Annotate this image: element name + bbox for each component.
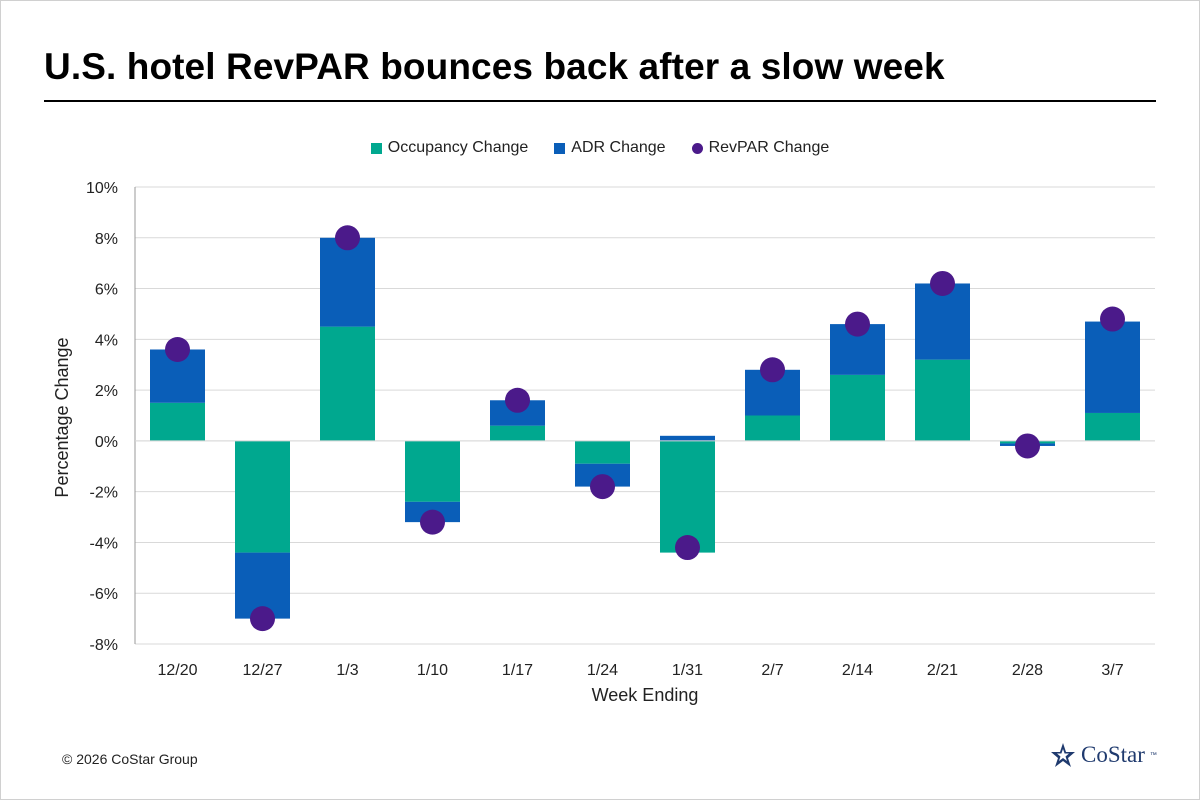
legend-label-revpar: RevPAR Change	[708, 139, 830, 156]
y-tick-label: 4%	[95, 332, 118, 349]
x-tick-label: 2/14	[842, 662, 873, 679]
legend-item-occupancy: Occupancy Change	[370, 139, 529, 157]
point-revpar	[675, 535, 700, 561]
bar-adr	[660, 435, 715, 441]
chart-title: U.S. hotel RevPAR bounces back after a s…	[44, 46, 945, 87]
bar-adr	[915, 283, 970, 360]
y-tick-label: 6%	[95, 282, 118, 299]
bar-occupancy	[490, 425, 545, 441]
point-revpar	[165, 336, 190, 362]
legend-item-revpar: RevPAR Change	[691, 139, 830, 157]
x-tick-label: 1/3	[336, 662, 358, 679]
x-tick-label: 1/31	[672, 662, 703, 679]
x-tick-label: 12/27	[242, 662, 282, 679]
legend-swatch-occupancy	[370, 142, 382, 154]
legend-item-adr: ADR Change	[554, 139, 666, 157]
logo-text: CoStar	[1081, 742, 1145, 767]
bar-adr	[320, 237, 375, 327]
bar-occupancy	[575, 440, 630, 464]
y-tick-label: 10%	[86, 180, 118, 197]
logo-trademark: ™	[1149, 751, 1157, 759]
legend-swatch-adr	[554, 142, 566, 154]
copyright: © 2026 CoStar Group	[62, 751, 198, 767]
x-tick-label: 12/20	[157, 662, 197, 679]
bar-occupancy	[915, 359, 970, 441]
bar-occupancy	[830, 374, 885, 441]
legend-label-occupancy: Occupancy Change	[387, 139, 529, 156]
y-tick-label: -4%	[90, 535, 118, 552]
legend-label-adr: ADR Change	[571, 139, 666, 156]
title-underline	[44, 100, 1156, 102]
point-revpar	[845, 311, 870, 337]
y-tick-label: 8%	[95, 231, 118, 248]
y-tick-label: -8%	[90, 637, 118, 654]
costar-star-icon	[1051, 743, 1075, 767]
x-tick-label: 1/24	[587, 662, 618, 679]
y-tick-label: -6%	[90, 586, 118, 603]
bar-occupancy	[745, 415, 800, 441]
x-tick-label: 1/10	[417, 662, 448, 679]
legend: Occupancy Change ADR Change RevPAR Chang…	[0, 139, 1200, 157]
y-tick-label: 0%	[95, 434, 118, 451]
point-revpar	[1100, 306, 1125, 332]
bar-occupancy	[320, 326, 375, 441]
point-revpar	[250, 606, 275, 632]
costar-logo: CoStar ™	[1050, 742, 1157, 768]
y-axis-title: Percentage Change	[52, 337, 72, 497]
point-revpar	[590, 474, 615, 500]
bar-occupancy	[660, 440, 715, 553]
point-revpar	[420, 509, 445, 535]
x-tick-label: 2/7	[761, 662, 783, 679]
x-tick-label: 3/7	[1101, 662, 1123, 679]
y-tick-label: 2%	[95, 383, 118, 400]
bar-occupancy	[235, 440, 290, 553]
point-revpar	[505, 387, 530, 413]
point-revpar	[760, 357, 785, 383]
bar-occupancy	[150, 402, 205, 441]
bar-occupancy	[405, 440, 460, 502]
x-tick-label: 2/28	[1012, 662, 1043, 679]
x-tick-label: 2/21	[927, 662, 958, 679]
point-revpar	[1015, 433, 1040, 459]
bar-occupancy	[1085, 412, 1140, 441]
point-revpar	[930, 270, 955, 296]
x-axis-title: Week Ending	[592, 685, 699, 705]
x-tick-label: 1/17	[502, 662, 533, 679]
point-revpar	[335, 225, 360, 251]
legend-swatch-revpar	[691, 142, 703, 154]
bar-adr	[1085, 321, 1140, 413]
y-tick-label: -2%	[90, 485, 118, 502]
